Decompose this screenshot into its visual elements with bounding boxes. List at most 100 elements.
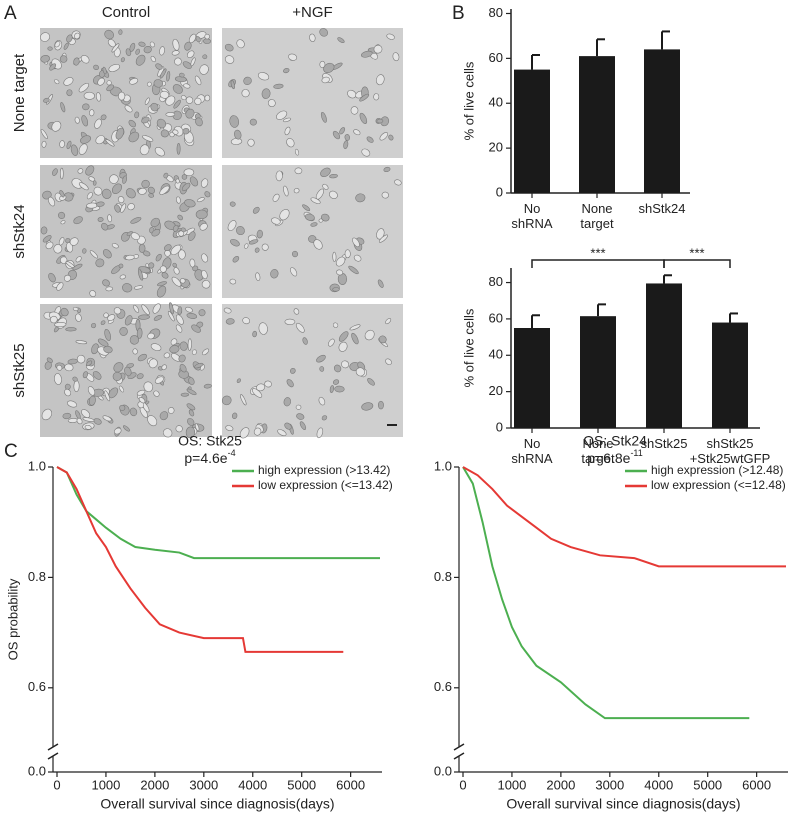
cell xyxy=(223,307,232,314)
cell xyxy=(272,193,280,202)
cell xyxy=(175,178,180,184)
cell xyxy=(310,197,321,204)
cell xyxy=(279,209,290,221)
y-tick-label: 0 xyxy=(496,419,503,434)
cell xyxy=(185,96,194,104)
cell-image xyxy=(222,165,403,298)
cell xyxy=(161,272,169,279)
cell xyxy=(48,196,56,207)
cell xyxy=(115,127,125,140)
cell xyxy=(194,97,202,105)
cell xyxy=(373,44,383,54)
cell xyxy=(244,243,249,249)
cell xyxy=(224,43,234,52)
cell xyxy=(104,329,111,341)
cell xyxy=(73,216,83,225)
cell xyxy=(174,57,182,66)
cell xyxy=(141,179,150,189)
cell xyxy=(179,278,186,284)
y-tick-label: 0.6 xyxy=(28,679,46,694)
cell xyxy=(74,116,80,124)
cell xyxy=(122,175,128,184)
cell xyxy=(160,129,169,138)
cell xyxy=(295,322,305,333)
cell xyxy=(113,427,122,435)
cell xyxy=(194,75,202,86)
x-tick-label: 1000 xyxy=(497,777,526,792)
cell xyxy=(97,77,105,86)
cell xyxy=(180,227,187,233)
cell xyxy=(319,60,326,69)
x-tick-label: shStk25 +Stk25wtGFP xyxy=(689,436,771,466)
cell xyxy=(54,40,61,48)
cell xyxy=(76,354,86,364)
cell xyxy=(122,283,133,293)
cell xyxy=(164,244,172,252)
y-tick-label: 20 xyxy=(489,140,503,155)
cell xyxy=(75,313,82,322)
cell xyxy=(102,279,110,287)
cell xyxy=(302,204,311,212)
cell xyxy=(133,285,143,290)
p-value-exponent: -4 xyxy=(228,448,236,458)
cell xyxy=(367,378,375,386)
legend-label: high expression (>13.42) xyxy=(258,463,390,477)
cell xyxy=(203,383,212,389)
cell xyxy=(316,354,326,363)
cell xyxy=(270,269,279,279)
cell xyxy=(124,315,133,326)
x-tick-label: 6000 xyxy=(742,777,771,792)
cell xyxy=(379,132,389,141)
cell xyxy=(126,363,134,369)
cell xyxy=(378,234,388,243)
cell xyxy=(95,92,102,102)
cell xyxy=(176,143,181,155)
axis-break xyxy=(47,752,59,760)
cell xyxy=(277,429,287,437)
cell xyxy=(239,427,250,439)
cell xyxy=(172,84,183,94)
cell xyxy=(148,358,158,369)
cell xyxy=(175,314,184,325)
cell xyxy=(42,235,52,243)
cell xyxy=(59,140,65,148)
axis-break xyxy=(453,743,465,751)
cell xyxy=(72,263,83,271)
cell xyxy=(329,385,335,393)
cell xyxy=(73,380,80,393)
cell xyxy=(366,136,374,143)
y-tick-label: 20 xyxy=(489,383,503,398)
cell xyxy=(299,421,307,430)
cell xyxy=(175,324,183,333)
x-tick-label: No shRNA xyxy=(511,201,553,231)
cell xyxy=(349,324,361,331)
cell xyxy=(204,33,210,40)
cell xyxy=(81,409,91,418)
y-tick-label: 40 xyxy=(489,95,503,110)
cell xyxy=(46,357,53,363)
x-tick-label: 2000 xyxy=(546,777,575,792)
cell xyxy=(170,244,182,256)
cell xyxy=(130,232,140,240)
cell xyxy=(286,138,295,148)
cell xyxy=(283,397,292,407)
cell xyxy=(187,418,195,426)
cell xyxy=(90,323,97,329)
cell xyxy=(143,381,154,393)
cell xyxy=(386,33,395,40)
cell xyxy=(202,348,210,356)
cell xyxy=(183,83,191,89)
x-tick-label: 4000 xyxy=(238,777,267,792)
cell xyxy=(54,79,60,85)
cell xyxy=(102,249,112,259)
cell xyxy=(111,183,122,194)
bar xyxy=(646,283,682,428)
cell xyxy=(231,412,238,420)
cell xyxy=(169,302,174,315)
cell xyxy=(41,408,53,421)
cell xyxy=(154,147,165,157)
cell xyxy=(185,108,195,119)
bar xyxy=(514,69,550,193)
cell xyxy=(66,140,72,150)
cell xyxy=(249,118,257,126)
